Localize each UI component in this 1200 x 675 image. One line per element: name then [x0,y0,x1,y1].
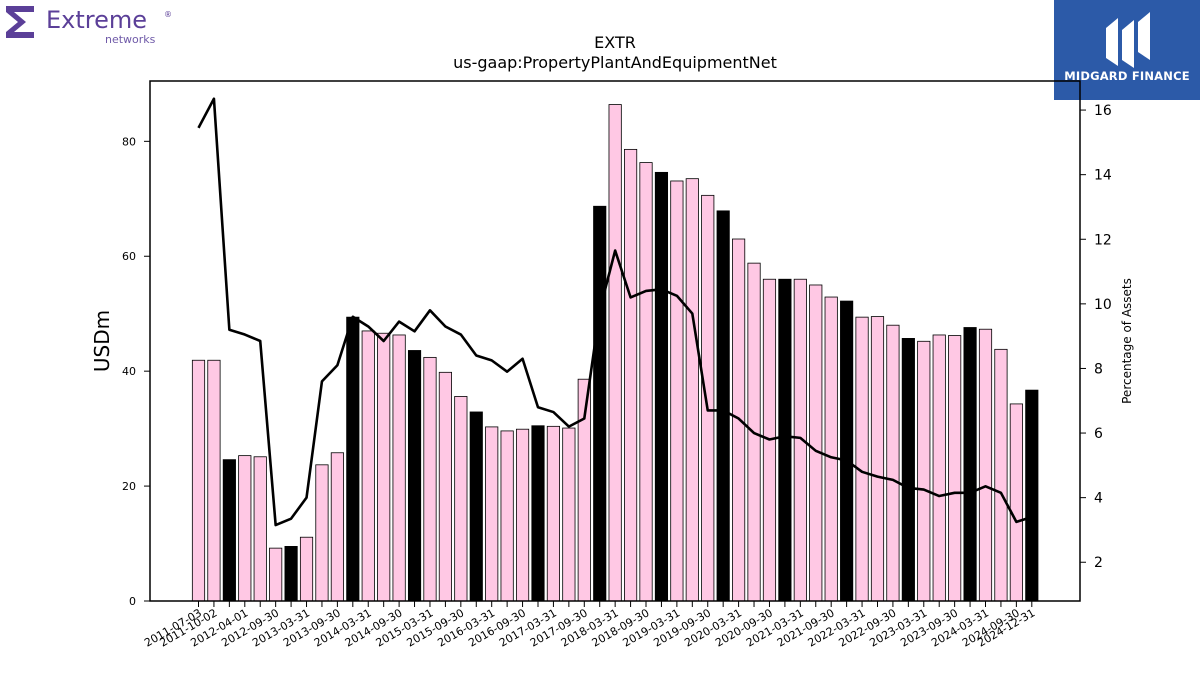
bar-2018-12-31 [654,171,669,602]
y-tick-label: 40 [122,365,136,378]
bar-2013-09-30 [330,452,344,602]
y-tick-label: 60 [122,250,136,263]
bar-2011-07-03 [191,359,206,602]
bar-2016-09-30 [515,428,530,602]
y-tick-label: 20 [122,480,136,493]
midgard-finance-logo: MIDGARD FINANCE [1054,0,1200,100]
y2-axis-label: Percentage of Assets [1120,278,1134,404]
y2-tick-label: 14 [1094,168,1112,184]
bar-2021-12-31 [840,300,854,602]
bar-2022-09-30 [886,324,900,602]
bar-2020-12-31 [778,278,792,602]
bar-2023-06-30 [932,334,946,602]
y2-tick-label: 8 [1094,361,1103,377]
y2-tick-label: 12 [1094,232,1112,248]
bar-2017-03-31 [546,425,561,602]
y-axis-label: USDm [90,310,114,372]
chart-subtitle: us-gaap:PropertyPlantAndEquipmentNet [453,53,777,72]
bar-2015-03-31 [423,356,437,602]
registered-mark: ® [164,10,172,19]
bar-2019-09-30 [701,194,715,602]
bar-2022-03-31 [855,316,869,602]
y-tick-label: 80 [122,135,136,148]
percentage-line [197,97,1033,527]
bar-2012-04-01 [238,455,252,602]
bar-2022-12-31 [901,338,915,602]
bar-2014-12-31 [407,350,422,602]
bar-2016-12-31 [531,425,545,602]
y2-tick-label: 6 [1094,426,1103,442]
extreme-logo-sub: networks [105,33,156,46]
bar-2015-06-30 [438,371,452,602]
chart-title: EXTR [594,33,636,52]
bar-2015-09-30 [454,396,468,602]
bar-2024-06-30 [994,348,1008,602]
bar-2018-03-31 [608,104,622,602]
midgard-logo-text: MIDGARD FINANCE [1064,69,1190,83]
bar-2024-12-31 [1025,389,1039,602]
bar-2019-06-30 [685,178,699,602]
right-axis: 2 4 6 8 10 12 14 16 [1080,103,1112,571]
bar-2014-06-30 [377,332,391,602]
y2-tick-label: 10 [1094,297,1112,313]
bar-2024-09-30 [1009,403,1023,602]
bar-2018-06-30 [624,148,638,602]
line-series [197,97,1033,527]
bar-2016-06-30 [500,430,514,602]
bar-2023-12-31 [963,327,977,602]
bar-2022-06-30 [870,316,885,602]
bar-2023-03-31 [917,340,931,602]
bar-series [191,104,1039,602]
bar-2013-06-30 [315,464,329,602]
y2-tick-label: 4 [1094,491,1103,507]
bar-2012-09-30 [269,547,283,602]
bar-2018-09-30 [639,162,653,602]
left-axis: 0 20 40 60 80 [122,135,150,608]
bar-2011-10-02 [207,359,221,602]
bar-2012-06-30 [253,456,267,602]
extreme-logo-word: Extreme [46,6,148,34]
y2-tick-label: 2 [1094,555,1103,571]
bar-2016-03-31 [485,426,499,602]
extreme-logo-icon [6,6,34,38]
bar-2024-03-31 [978,328,993,602]
bar-2021-06-30 [809,284,823,602]
bar-2014-09-30 [392,334,406,602]
midgard-logo-icon [1106,12,1150,68]
bar-2012-01-01 [222,459,236,602]
y2-tick-label: 16 [1094,103,1112,119]
bar-2014-03-31 [361,330,375,602]
bar-2012-12-31 [284,546,298,602]
bar-2013-03-31 [299,536,314,602]
bar-2021-09-30 [824,296,838,602]
bar-2019-12-31 [716,210,730,602]
bar-2015-12-31 [469,411,483,602]
bar-2019-03-31 [670,180,684,602]
x-axis: 2011-07-032011-10-022012-04-012012-09-30… [142,601,1037,650]
y-tick-label: 0 [129,595,136,608]
bar-2017-12-31 [593,205,607,602]
bar-2017-06-30 [562,427,576,602]
bar-2013-12-31 [346,316,360,602]
extreme-networks-logo: Extreme ® networks [4,4,174,48]
bar-2023-09-30 [948,335,962,602]
